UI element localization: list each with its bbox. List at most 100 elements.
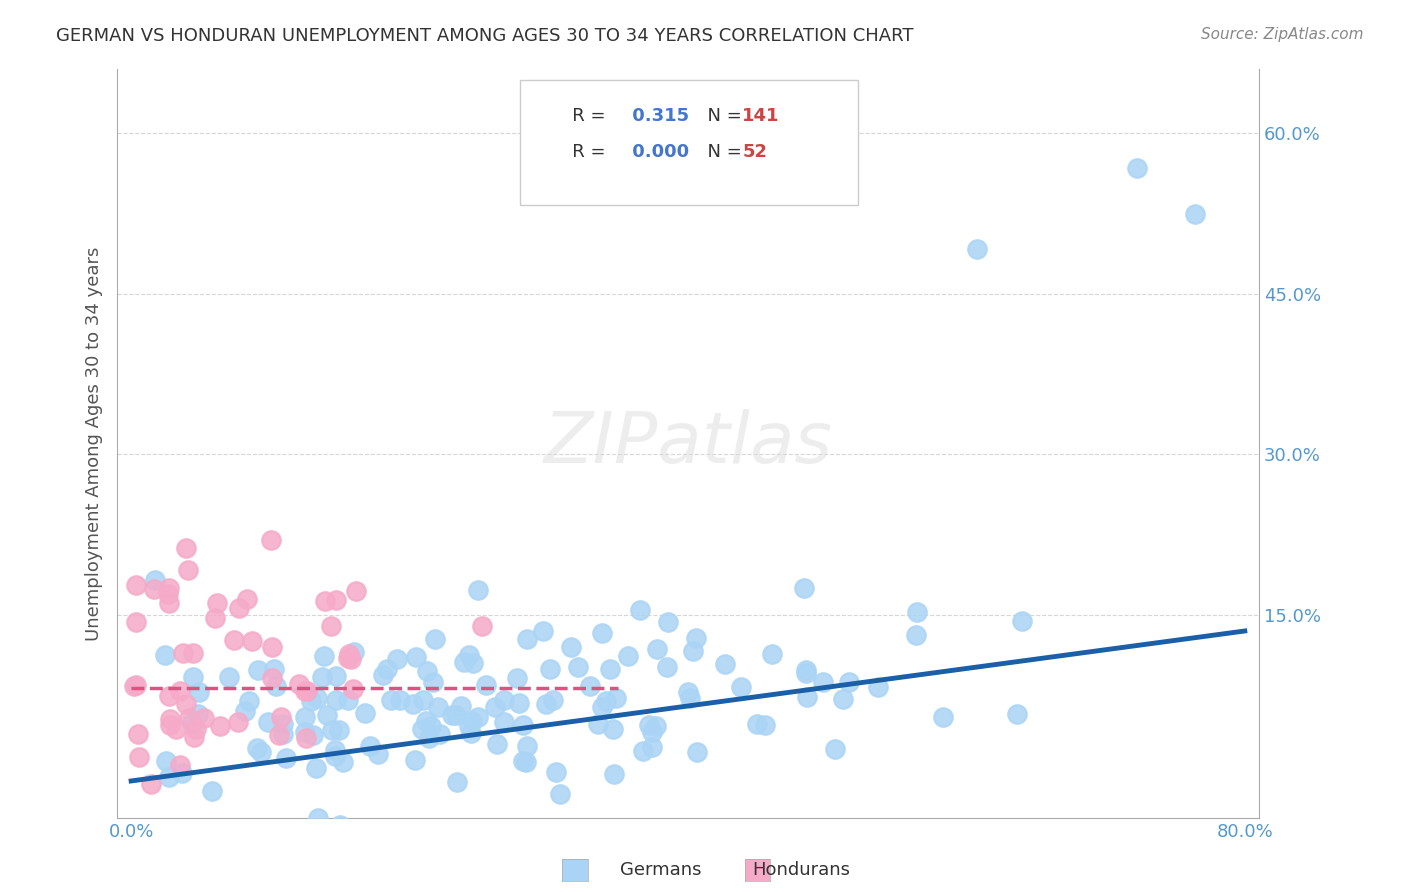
Point (153, 648, 176, 662)
Point (404, 753, 426, 767)
Point (181, 715, 204, 730)
Point (295, 684, 318, 698)
Point (249, 745, 271, 759)
Point (328, 723, 350, 738)
Point (311, 670, 333, 684)
Point (177, 710, 200, 724)
Point (1184, 207, 1206, 221)
Point (187, 707, 209, 722)
Point (240, 633, 263, 648)
Point (685, 745, 707, 759)
Point (457, 719, 479, 733)
Point (460, 726, 482, 740)
Point (201, 783, 224, 797)
Point (183, 730, 205, 744)
Point (426, 699, 449, 714)
Point (204, 611, 226, 625)
Point (685, 631, 707, 645)
Point (323, 748, 346, 763)
Point (373, 667, 395, 681)
Point (181, 670, 204, 684)
Point (682, 644, 704, 658)
Point (602, 766, 624, 780)
Y-axis label: Unemployment Among Ages 30 to 34 years: Unemployment Among Ages 30 to 34 years (86, 246, 103, 640)
Point (492, 692, 515, 706)
Text: GERMAN VS HONDURAN UNEMPLOYMENT AMONG AGES 30 TO 34 YEARS CORRELATION CHART: GERMAN VS HONDURAN UNEMPLOYMENT AMONG AG… (56, 27, 914, 45)
Point (506, 671, 529, 685)
Point (271, 727, 294, 741)
Point (811, 674, 834, 689)
Point (419, 719, 441, 733)
Point (838, 675, 860, 690)
Point (467, 583, 489, 598)
Point (793, 581, 815, 595)
Point (617, 649, 640, 664)
Point (172, 646, 194, 660)
Point (647, 641, 669, 656)
Point (567, 659, 589, 673)
Point (678, 685, 700, 699)
Point (411, 723, 433, 737)
Point (560, 640, 582, 654)
Point (247, 664, 270, 678)
Point (127, 727, 149, 741)
Point (824, 741, 846, 756)
Point (188, 684, 211, 698)
Point (380, 693, 402, 707)
Point (314, 648, 336, 663)
Point (155, 754, 177, 768)
Point (461, 714, 484, 728)
Point (319, 618, 342, 632)
Point (262, 640, 284, 655)
Point (226, 714, 249, 729)
Point (181, 646, 204, 660)
Point (329, 818, 352, 832)
Point (538, 662, 561, 676)
Point (467, 709, 489, 723)
Point (761, 647, 783, 661)
Point (796, 690, 818, 704)
Point (605, 691, 627, 706)
Point (305, 760, 328, 774)
Point (461, 656, 484, 670)
Text: N =: N = (696, 143, 748, 161)
Point (169, 758, 191, 772)
Point (124, 615, 146, 630)
Point (868, 680, 890, 694)
Point (315, 708, 337, 723)
Point (387, 652, 409, 666)
Point (143, 582, 166, 596)
Point (444, 708, 467, 723)
Point (429, 727, 451, 741)
Point (516, 632, 538, 646)
Point (177, 563, 200, 577)
Text: 141: 141 (742, 107, 780, 125)
Point (359, 739, 381, 753)
Point (602, 722, 624, 736)
Point (548, 787, 571, 801)
Point (418, 731, 440, 746)
Point (905, 605, 928, 619)
Point (302, 728, 325, 742)
Point (450, 699, 472, 714)
Point (238, 694, 260, 708)
Point (159, 713, 181, 727)
Point (486, 737, 509, 751)
Point (932, 710, 955, 724)
Point (294, 724, 316, 739)
Point (415, 714, 437, 729)
Point (536, 697, 558, 711)
Point (655, 660, 678, 674)
Point (340, 652, 363, 666)
Point (323, 743, 346, 757)
Point (638, 718, 661, 732)
Point (270, 710, 292, 724)
Point (325, 693, 347, 707)
Point (475, 678, 498, 692)
Point (832, 691, 855, 706)
Text: Source: ZipAtlas.com: Source: ZipAtlas.com (1201, 27, 1364, 42)
Point (294, 731, 316, 745)
Text: N =: N = (696, 107, 748, 125)
Point (471, 619, 494, 633)
Point (512, 718, 534, 732)
